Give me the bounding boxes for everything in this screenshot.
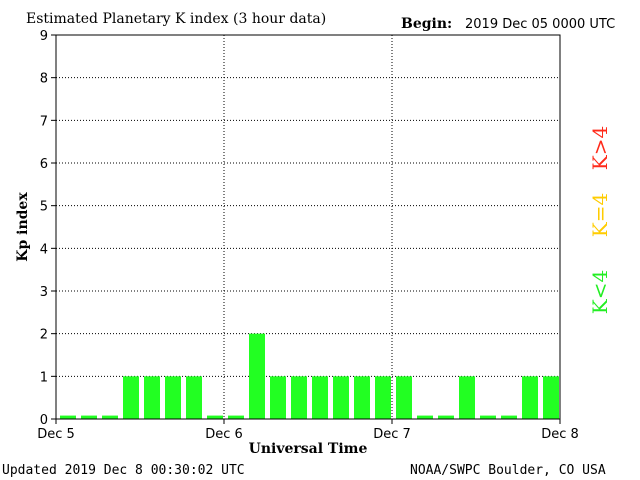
kp-bar — [480, 415, 496, 419]
kp-bar — [501, 415, 517, 419]
y-tick-label: 4 — [40, 242, 48, 257]
y-axis-label: Kp index — [15, 192, 31, 262]
kp-bar — [522, 376, 538, 419]
source-credit: NOAA/SWPC Boulder, CO USA — [410, 463, 606, 478]
legend-k-equal-4: K=4 — [588, 193, 612, 237]
grid — [56, 35, 560, 419]
kp-bar — [291, 376, 307, 419]
legend-k-less-4: K<4 — [588, 270, 612, 314]
y-tick-label: 9 — [40, 29, 48, 44]
bars — [60, 333, 559, 419]
y-tick-label: 7 — [40, 114, 48, 129]
y-tick-label: 6 — [40, 157, 48, 172]
kp-bar — [543, 376, 559, 419]
updated-timestamp: Updated 2019 Dec 8 00:30:02 UTC — [2, 463, 245, 478]
kp-bar — [333, 376, 349, 419]
kp-bar — [375, 376, 391, 419]
begin-value: 2019 Dec 05 0000 UTC — [465, 17, 615, 32]
x-tick-label: Dec 8 — [541, 427, 579, 442]
x-tick-label: Dec 6 — [205, 427, 243, 442]
legend-k-greater-4: K>4 — [588, 126, 612, 170]
kp-bar — [249, 333, 265, 419]
y-tick-label: 8 — [40, 72, 48, 87]
x-tick-label: Dec 7 — [373, 427, 411, 442]
kp-bar — [396, 376, 412, 419]
kp-bar — [438, 415, 454, 419]
y-tick-label: 3 — [40, 285, 48, 300]
plot-frame — [55, 34, 561, 420]
kp-bar — [312, 376, 328, 419]
kp-bar — [270, 376, 286, 419]
kp-bar — [165, 376, 181, 419]
begin-label: Begin: — [401, 16, 452, 32]
kp-bar — [354, 376, 370, 419]
kp-bar — [102, 415, 118, 419]
y-tick-label: 1 — [40, 370, 48, 385]
kp-bar — [81, 415, 97, 419]
x-axis-label: Universal Time — [249, 441, 368, 457]
x-axis: Dec 5 Dec 6 Dec 7 Dec 8 — [37, 419, 579, 442]
y-axis: 0 1 2 3 4 5 6 7 8 9 — [40, 29, 56, 428]
kp-bar — [459, 376, 475, 419]
y-tick-label: 5 — [40, 200, 48, 215]
y-tick-label: 2 — [40, 328, 48, 343]
x-tick-label: Dec 5 — [37, 427, 75, 442]
kp-bar — [207, 415, 223, 419]
kp-bar — [228, 415, 244, 419]
kp-bar — [123, 376, 139, 419]
kp-bar — [417, 415, 433, 419]
y-tick-label: 0 — [40, 413, 48, 428]
chart-title: Estimated Planetary K index (3 hour data… — [26, 11, 326, 27]
kp-bar — [60, 415, 76, 419]
kp-bar — [144, 376, 160, 419]
kp-bar — [186, 376, 202, 419]
